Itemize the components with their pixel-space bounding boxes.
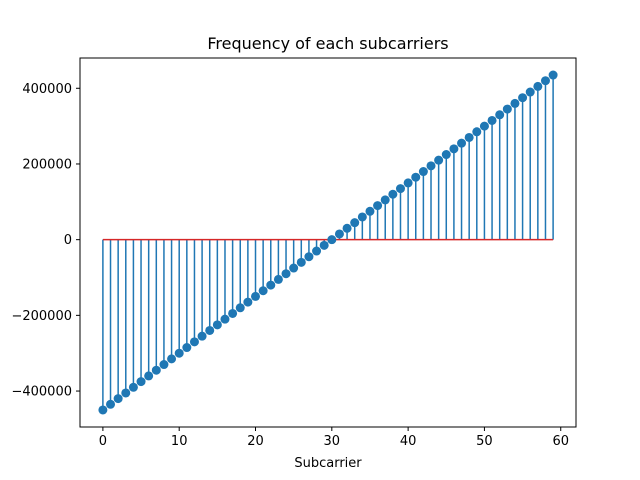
- stem-marker: [243, 297, 253, 307]
- stem-marker: [525, 87, 535, 97]
- stem-marker: [403, 178, 413, 188]
- stem-marker: [380, 195, 390, 205]
- x-axis-ticks: 0 10 20 30 40 50 60: [99, 427, 569, 449]
- stem-marker: [281, 269, 291, 279]
- stem-marker: [533, 81, 543, 91]
- y-tick-label: 200000: [22, 157, 72, 172]
- stem-marker: [365, 206, 375, 216]
- stem-marker: [235, 303, 245, 313]
- stem-marker: [212, 320, 222, 330]
- stem-marker: [502, 104, 512, 114]
- stem-marker: [319, 240, 329, 250]
- stem-marker: [189, 337, 199, 347]
- stem-marker: [487, 115, 497, 125]
- stem-markers: [98, 70, 558, 415]
- stem-marker: [251, 291, 261, 301]
- stem-marker: [548, 70, 558, 80]
- stem-marker: [357, 212, 367, 222]
- stem-marker: [98, 405, 108, 415]
- stem-marker: [106, 399, 116, 409]
- stem-lines: [102, 75, 554, 410]
- stem-marker: [159, 360, 169, 370]
- stem-marker: [167, 354, 177, 364]
- stem-marker: [128, 382, 138, 392]
- y-tick-label: −400000: [11, 385, 72, 400]
- x-tick-label: 50: [476, 434, 493, 449]
- stem-marker: [273, 274, 283, 284]
- stem-marker: [373, 201, 383, 211]
- stem-marker: [518, 93, 528, 103]
- stem-marker: [144, 371, 154, 381]
- x-axis-label: Subcarrier: [294, 456, 362, 471]
- stem-marker: [395, 184, 405, 194]
- stem-marker: [418, 167, 428, 177]
- stem-marker: [342, 223, 352, 233]
- stem-marker: [479, 121, 489, 131]
- stem-marker: [472, 127, 482, 137]
- stem-marker: [334, 229, 344, 239]
- y-tick-label: −200000: [11, 309, 72, 324]
- stem-marker: [182, 343, 192, 353]
- stem-marker: [312, 246, 322, 256]
- stem-marker: [540, 76, 550, 86]
- plot-frame: [79, 57, 577, 428]
- chart-title: Frequency of each subcarriers: [207, 34, 448, 53]
- stem-marker: [304, 252, 314, 262]
- stem-marker: [411, 172, 421, 182]
- stem-marker: [151, 365, 161, 375]
- x-tick-label: 0: [99, 434, 107, 449]
- stem-marker: [464, 132, 474, 142]
- x-tick-label: 10: [171, 434, 188, 449]
- stem-marker: [228, 308, 238, 318]
- stem-marker: [136, 377, 146, 387]
- stem-marker: [449, 144, 459, 154]
- stem-marker: [113, 394, 123, 404]
- x-tick-label: 60: [552, 434, 569, 449]
- stem-marker: [495, 110, 505, 120]
- stem-marker: [205, 325, 215, 335]
- stem-marker: [426, 161, 436, 171]
- stem-marker: [434, 155, 444, 165]
- stem-marker: [350, 218, 360, 228]
- y-tick-label: 400000: [22, 82, 72, 97]
- stem-marker: [289, 263, 299, 273]
- y-axis-ticks: −400000 −200000 0 200000 400000: [11, 82, 80, 400]
- stem-marker: [327, 235, 337, 245]
- stem-marker: [121, 388, 131, 398]
- x-tick-label: 20: [247, 434, 264, 449]
- stem-marker: [174, 348, 184, 358]
- y-tick-label: 0: [64, 233, 72, 248]
- stem-marker: [266, 280, 276, 290]
- x-tick-label: 30: [324, 434, 341, 449]
- stem-marker: [388, 189, 398, 199]
- stem-marker: [220, 314, 230, 324]
- stem-marker: [510, 98, 520, 108]
- stem-marker: [258, 286, 268, 296]
- stem-marker: [457, 138, 467, 148]
- stem-marker: [197, 331, 207, 341]
- stem-marker: [441, 150, 451, 160]
- stem-marker: [296, 257, 306, 267]
- x-tick-label: 40: [400, 434, 417, 449]
